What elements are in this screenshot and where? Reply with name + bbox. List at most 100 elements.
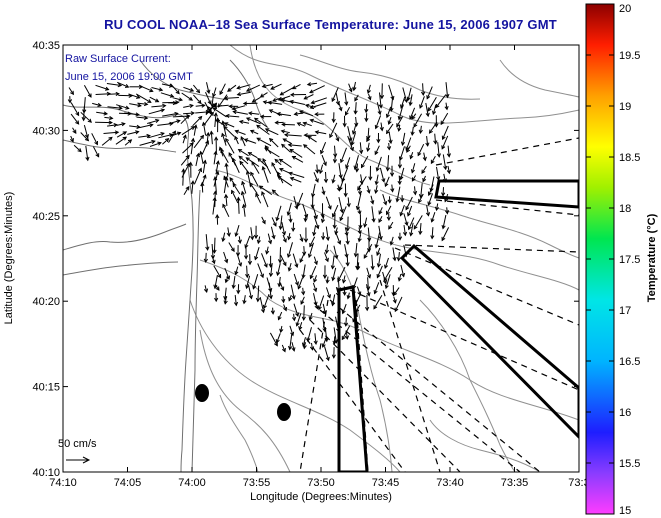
- current-vector: [162, 112, 178, 117]
- current-vector: [293, 273, 299, 286]
- current-vector-head: [109, 115, 114, 121]
- current-vector-head: [354, 168, 360, 173]
- current-vector-head: [411, 115, 416, 120]
- current-vector-head: [172, 130, 176, 135]
- current-vector: [299, 252, 305, 263]
- current-vector-head: [342, 291, 347, 297]
- current-vector: [418, 193, 424, 203]
- current-vector-head: [251, 98, 256, 103]
- current-vector-head: [321, 190, 326, 196]
- current-vector: [107, 93, 119, 95]
- current-vector-head: [337, 240, 342, 245]
- current-vector-head: [157, 141, 162, 146]
- current-vector-head: [67, 99, 73, 104]
- current-vector-head: [366, 292, 371, 297]
- current-vector: [437, 142, 440, 157]
- current-vector-head: [386, 210, 390, 216]
- current-vector: [172, 97, 183, 101]
- current-vector: [214, 284, 220, 291]
- current-vector-head: [294, 263, 299, 268]
- current-vector-head: [143, 101, 149, 107]
- current-vector: [231, 190, 239, 204]
- current-vector: [348, 83, 353, 92]
- current-vector: [223, 126, 235, 137]
- current-vector: [250, 227, 253, 240]
- current-vector-head: [353, 165, 358, 171]
- current-vector-head: [250, 235, 255, 241]
- current-vector-head: [364, 108, 369, 114]
- current-vector: [83, 84, 92, 98]
- current-vector-head: [327, 205, 332, 210]
- current-vector-head: [295, 322, 300, 327]
- current-vector: [302, 287, 304, 295]
- current-vector: [195, 111, 210, 114]
- current-vector-head: [322, 161, 327, 167]
- current-vector-head: [175, 90, 180, 95]
- current-vector: [345, 106, 351, 116]
- current-vector: [213, 265, 222, 278]
- current-vector: [436, 203, 439, 211]
- current-vector-head: [237, 239, 242, 245]
- current-vector-head: [263, 263, 268, 268]
- current-vector-head: [307, 135, 312, 140]
- current-vector-head: [198, 115, 203, 121]
- current-vector: [316, 164, 318, 173]
- current-vector: [304, 94, 314, 100]
- current-vector: [302, 337, 306, 347]
- current-vector: [331, 87, 339, 102]
- current-vector-head: [381, 178, 386, 183]
- current-vector-head: [185, 185, 190, 191]
- current-vector: [325, 226, 329, 241]
- current-vector-head: [265, 250, 270, 255]
- current-vector-head: [427, 107, 432, 112]
- current-vector-head: [444, 106, 449, 111]
- current-vector: [183, 186, 190, 196]
- current-vector: [252, 274, 259, 289]
- current-vector-head: [384, 284, 389, 290]
- current-vector: [303, 144, 316, 155]
- current-vector-head: [370, 200, 375, 205]
- current-vector-head: [288, 345, 293, 351]
- current-vector-head: [253, 234, 259, 240]
- current-vector-head: [377, 110, 382, 116]
- current-vector: [257, 236, 261, 244]
- current-vector-head: [441, 224, 446, 230]
- current-vector: [221, 133, 227, 146]
- current-vector-head: [238, 119, 244, 124]
- current-vector: [201, 140, 209, 155]
- current-vector: [270, 263, 273, 277]
- current-vector: [248, 152, 258, 159]
- current-vector-head: [364, 117, 369, 123]
- current-vector-head: [155, 118, 160, 123]
- current-vector: [271, 162, 280, 178]
- current-vector: [337, 276, 340, 291]
- current-vector-head: [289, 176, 295, 181]
- current-vector: [259, 185, 273, 196]
- current-vector: [269, 138, 279, 148]
- current-vector: [396, 186, 401, 202]
- current-vector-head: [411, 177, 416, 182]
- current-vector-head: [367, 96, 372, 101]
- current-vector: [128, 93, 140, 99]
- current-vector-head: [162, 103, 167, 109]
- current-vector: [447, 145, 450, 157]
- current-vector: [345, 157, 351, 169]
- current-vector-head: [209, 130, 214, 135]
- current-vector: [311, 97, 327, 104]
- current-vector: [148, 132, 165, 139]
- current-vector: [297, 122, 306, 127]
- current-vector-head: [236, 92, 242, 97]
- current-vector: [170, 83, 180, 94]
- current-vector-head: [276, 111, 281, 117]
- current-vector-head: [296, 202, 301, 208]
- current-vector-head: [215, 160, 220, 165]
- current-vector: [92, 102, 102, 107]
- current-vector-head: [135, 130, 140, 135]
- current-vector: [204, 285, 208, 293]
- current-vector-head: [331, 354, 336, 359]
- current-vector: [338, 196, 343, 213]
- current-vector: [309, 85, 325, 94]
- current-vector-head: [197, 99, 202, 105]
- current-vector-head: [72, 129, 77, 134]
